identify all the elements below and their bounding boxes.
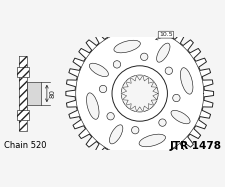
Bar bbox=[27, 82, 41, 105]
Text: JTR 1478: JTR 1478 bbox=[169, 141, 221, 151]
Bar bbox=[17, 110, 29, 120]
Circle shape bbox=[112, 66, 167, 121]
Ellipse shape bbox=[180, 68, 193, 94]
Circle shape bbox=[173, 94, 180, 102]
Circle shape bbox=[99, 85, 107, 93]
Ellipse shape bbox=[89, 63, 108, 77]
Text: 80: 80 bbox=[49, 89, 55, 98]
Ellipse shape bbox=[114, 40, 140, 53]
Text: Chain 520: Chain 520 bbox=[4, 142, 46, 151]
Circle shape bbox=[113, 61, 121, 68]
Ellipse shape bbox=[157, 43, 170, 62]
Text: 104: 104 bbox=[123, 81, 137, 90]
Ellipse shape bbox=[87, 93, 99, 119]
Circle shape bbox=[107, 113, 114, 120]
Bar bbox=[17, 67, 29, 77]
Ellipse shape bbox=[110, 125, 123, 144]
Text: 10.5: 10.5 bbox=[159, 32, 173, 37]
Ellipse shape bbox=[139, 134, 166, 147]
Bar bbox=[17, 67, 29, 77]
Polygon shape bbox=[121, 75, 158, 112]
Circle shape bbox=[132, 126, 139, 134]
Circle shape bbox=[159, 119, 166, 126]
Bar bbox=[19, 56, 27, 131]
Circle shape bbox=[141, 53, 148, 61]
Circle shape bbox=[165, 67, 173, 74]
Bar bbox=[17, 110, 29, 120]
Ellipse shape bbox=[171, 110, 190, 124]
Polygon shape bbox=[66, 20, 214, 167]
Bar bbox=[19, 56, 27, 131]
Circle shape bbox=[121, 75, 158, 112]
